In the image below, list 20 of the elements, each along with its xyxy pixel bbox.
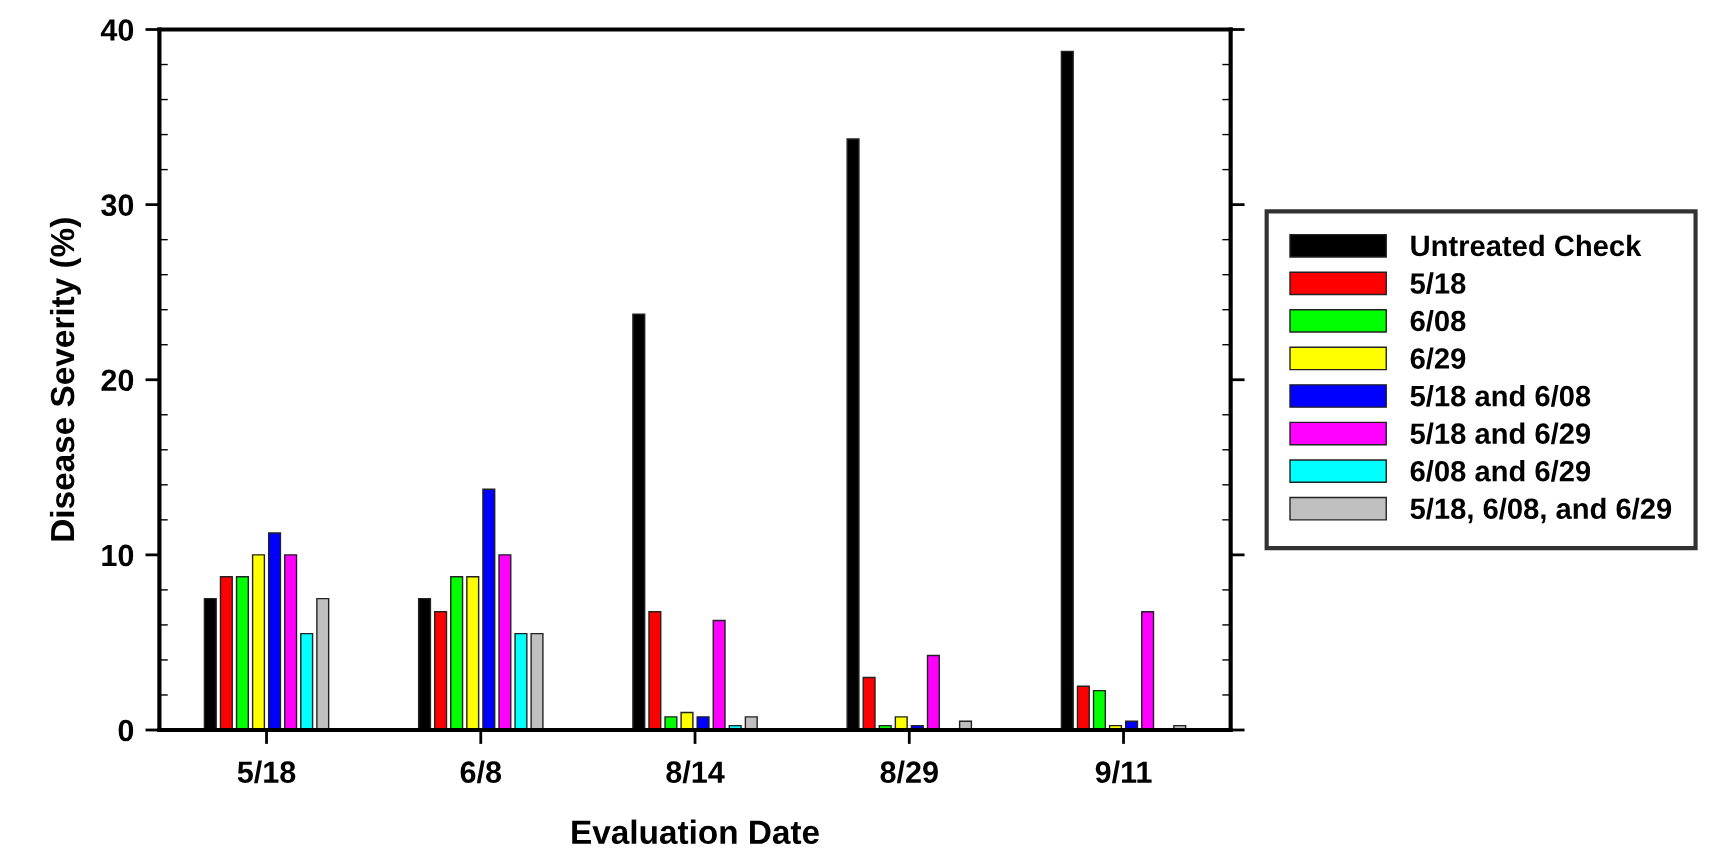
legend-label: 5/18, 6/08, and 6/29 [1410,497,1672,524]
x-tick-label: 8/14 [666,760,725,784]
y-axis-title: Disease Severity (%) [49,218,81,541]
legend-label: 6/08 and 6/29 [1410,460,1591,482]
legend-label: 6/08 [1410,309,1466,332]
x-tick-label: 6/8 [460,760,502,784]
legend-label: 5/18 and 6/08 [1410,385,1591,407]
legend-label: 5/18 and 6/29 [1410,422,1591,445]
legend-label: 6/29 [1410,347,1466,370]
x-tick-label: 8/29 [880,760,938,784]
y-tick-label: 30 [101,194,134,217]
y-tick-label: 10 [102,544,134,567]
y-tick-label: 20 [101,369,134,392]
x-tick-label: 9/11 [1095,760,1152,784]
legend-label: Untreated Check [1411,234,1642,257]
y-tick-label: 0 [118,719,134,742]
x-axis-title: Evaluation Date [572,819,819,845]
y-tick-label: 40 [100,19,134,41]
x-tick-label: 5/18 [237,760,296,784]
legend-label: 5/18 [1410,272,1466,295]
